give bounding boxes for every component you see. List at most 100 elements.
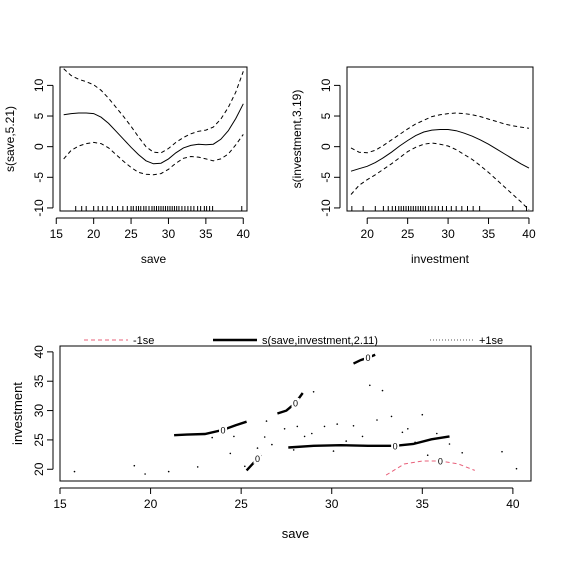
x-tick-label: 30 [162, 227, 176, 241]
data-point [312, 391, 315, 393]
legend: -1se s(save,investment,2.11) +1se [84, 335, 503, 347]
contour-label: 0 [255, 454, 260, 464]
smooth-line [350, 129, 530, 172]
y-tick-label: 25 [32, 433, 46, 447]
data-point [233, 435, 235, 438]
y-tick-label: 20 [32, 462, 46, 476]
x-tick-label: 20 [361, 227, 375, 241]
contour-label: 0 [365, 353, 370, 363]
data-point [265, 420, 268, 422]
data-point [376, 419, 378, 421]
data-point [133, 464, 136, 467]
x-tick-label: 20 [144, 497, 158, 511]
x-axis-title: save [282, 526, 309, 541]
confidence-band-line [63, 68, 244, 154]
legend-label-plus-1se: +1se [479, 335, 503, 347]
x-tick-label: 20 [87, 227, 101, 241]
contour-label-bg [436, 456, 445, 467]
y-axis-title: s(save,5.21) [3, 106, 17, 172]
data-point [323, 425, 326, 428]
x-tick-label: 15 [50, 227, 64, 241]
x-axis-title: save [141, 252, 167, 266]
data-point [407, 428, 409, 430]
smooth-line [63, 103, 244, 165]
contour-label-bg [363, 352, 372, 363]
contour-label-bg [253, 453, 262, 464]
y-tick-label: 10 [32, 78, 46, 92]
x-tick-label: 35 [199, 227, 213, 241]
data-point [448, 443, 451, 445]
data-point [352, 425, 355, 427]
contour-label: 0 [393, 441, 398, 451]
contour-label: 0 [293, 398, 298, 408]
data-point [271, 443, 273, 446]
data-point [229, 452, 232, 455]
y-tick-label: 40 [32, 345, 46, 359]
data-point [381, 389, 384, 392]
contour-minus-1se [385, 460, 475, 476]
confidence-band-line [63, 134, 244, 176]
x-tick-label: 25 [234, 497, 248, 511]
y-axis-title: investment [10, 382, 25, 445]
plot-frame [59, 345, 532, 482]
panel-save-smooth: 15 20 25 30 35 40 -10 -5 0 5 10 save s(save,5.21) [3, 66, 251, 266]
y-tick-label: 5 [319, 112, 333, 119]
confidence-band-line [350, 112, 530, 154]
data-point [296, 425, 299, 428]
y-tick-label: 10 [319, 78, 333, 92]
y-tick-label: 0 [32, 143, 46, 150]
y-tick-label: -5 [319, 172, 333, 183]
x-tick-label: 30 [325, 497, 339, 511]
plot-frame [346, 66, 534, 212]
y-tick-label: -5 [32, 172, 46, 183]
y-tick-label: 35 [32, 374, 46, 388]
x-tick-label: 35 [482, 227, 496, 241]
x-tick-label: 40 [237, 227, 251, 241]
data-point [390, 415, 393, 418]
data-point [515, 467, 518, 470]
x-tick-label: 25 [124, 227, 138, 241]
data-point [73, 470, 76, 473]
data-point [426, 454, 429, 457]
data-point [311, 432, 313, 435]
legend-label-minus-1se: -1se [133, 335, 154, 347]
y-tick-label: 0 [319, 143, 333, 150]
y-tick-label: -10 [32, 199, 46, 217]
data-point [196, 466, 199, 468]
data-point [303, 435, 306, 438]
y-tick-label: 5 [32, 112, 46, 119]
data-point [332, 450, 335, 452]
data-point [244, 465, 246, 468]
legend-label-estimate: s(save,investment,2.11) [262, 335, 378, 347]
contour-label-bg [219, 424, 228, 435]
x-tick-label: 40 [506, 497, 520, 511]
x-tick-label: 35 [416, 497, 430, 511]
x-tick-label: 40 [522, 227, 536, 241]
contour-label: 0 [438, 457, 443, 467]
contour-estimate [288, 435, 450, 449]
y-tick-label: -10 [319, 199, 333, 217]
data-point [369, 384, 371, 387]
contour-label: 0 [221, 425, 226, 435]
data-point [292, 449, 295, 451]
contour-label-bg [291, 397, 300, 408]
data-point [256, 447, 259, 449]
x-tick-label: 25 [401, 227, 415, 241]
data-point [283, 428, 286, 430]
data-point [336, 423, 339, 425]
x-axis-title: investment [411, 252, 470, 266]
x-tick-label: 30 [441, 227, 455, 241]
data-point [263, 436, 266, 438]
data-point [401, 431, 404, 434]
data-point [211, 436, 213, 439]
data-point [167, 470, 170, 473]
contour-label-bg [391, 440, 400, 451]
contour-estimate [174, 420, 247, 437]
data-point [361, 435, 364, 438]
y-tick-label: 30 [32, 404, 46, 418]
x-tick-label: 15 [53, 497, 67, 511]
data-point [144, 473, 146, 475]
panel-save-investment-contour: 15 20 25 30 35 40 20 25 30 35 40 0 0 0 0 0 0 save investme… [10, 345, 532, 541]
y-axis-title: s(investment,3.19) [290, 90, 304, 189]
